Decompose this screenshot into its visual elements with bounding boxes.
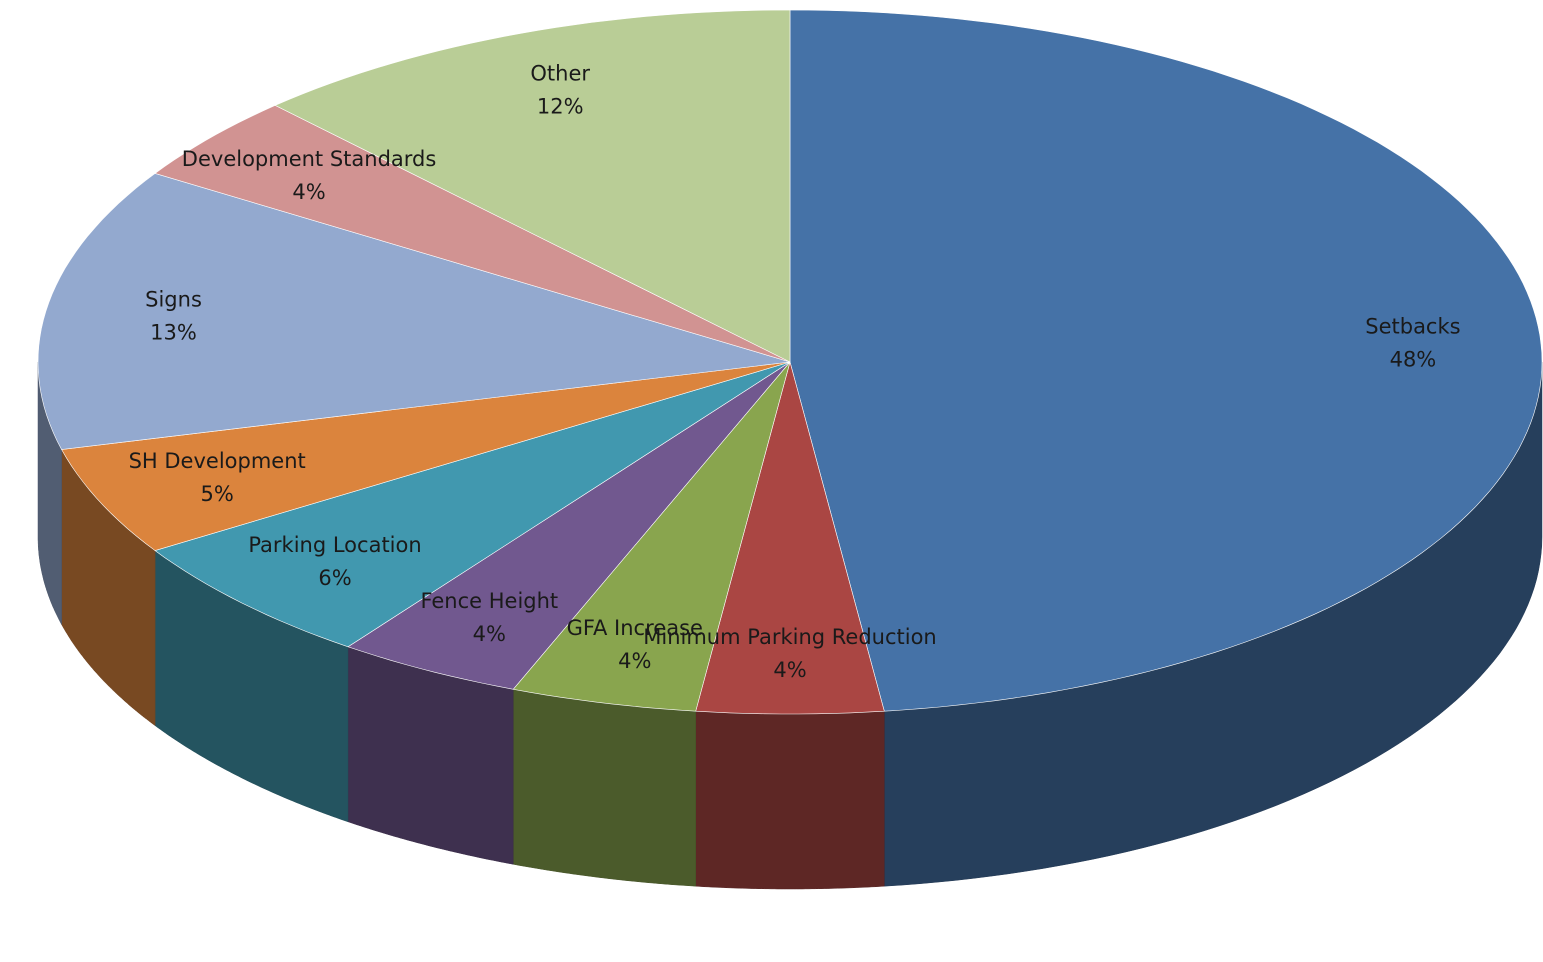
slice-label: Minimum Parking Reduction — [643, 625, 937, 649]
slice-value-label: 4% — [618, 649, 651, 673]
slice-label: GFA Increase — [567, 616, 703, 640]
slice-label: Development Standards — [182, 147, 437, 171]
slice — [512, 361, 791, 712]
slice-value-label: 4% — [473, 622, 506, 646]
slice-side — [512, 689, 696, 887]
slice-value-label: 6% — [318, 566, 351, 590]
slice — [61, 361, 791, 551]
slice-value-label: 4% — [773, 658, 806, 682]
slice-label: Setbacks — [1365, 315, 1460, 339]
slice-value-label: 5% — [201, 482, 234, 506]
slice-label: Signs — [145, 287, 202, 311]
slice-label: SH Development — [129, 449, 306, 473]
slice — [347, 361, 791, 690]
slice-label: Fence Height — [420, 589, 558, 613]
slice — [789, 9, 1543, 712]
slice-label: Other — [530, 61, 590, 85]
slice-side — [695, 710, 885, 890]
slice — [695, 360, 885, 715]
slice-value-label: 4% — [292, 180, 325, 204]
slice-value-label: 13% — [150, 320, 197, 344]
slice — [274, 9, 791, 363]
slice — [154, 361, 791, 648]
slice-value-label: 48% — [1390, 348, 1437, 372]
slice — [154, 105, 791, 363]
slice — [37, 173, 791, 450]
slice-value-label: 12% — [537, 94, 584, 118]
slice-label: Parking Location — [248, 533, 421, 557]
